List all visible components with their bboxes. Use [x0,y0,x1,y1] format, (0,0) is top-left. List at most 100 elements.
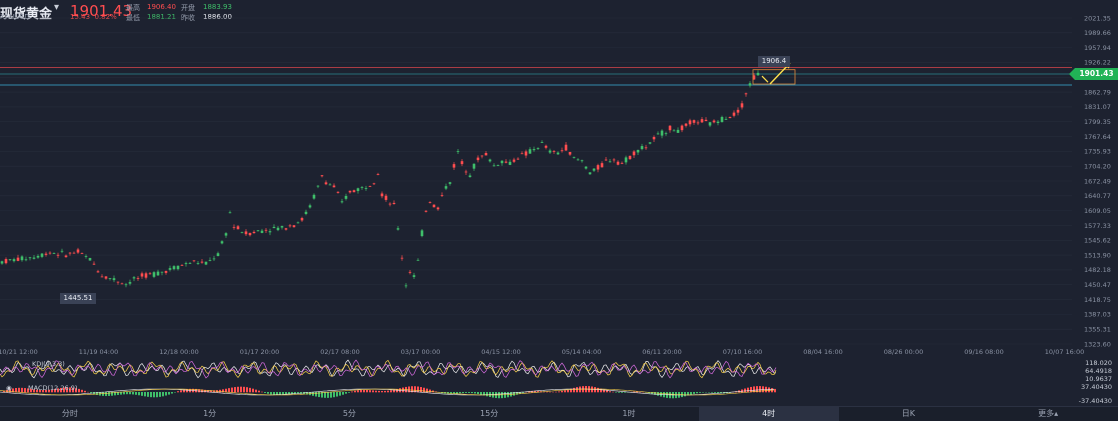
x-tick-label: 07/10 16:00 [723,348,763,356]
candle-body [441,195,444,196]
candle-body [553,151,556,152]
x-tick-label: 08/04 16:00 [803,348,843,356]
macd-value-2: -37.40430 [1079,397,1112,405]
macd-bar [360,390,362,392]
candle-body [249,233,252,235]
macd-bar [165,392,167,396]
candle-body [93,264,96,265]
candle-body [261,231,264,233]
tab-5min[interactable]: 5分 [280,407,420,421]
candle-body [237,226,240,229]
candle-body [489,160,492,162]
y-tick-label: 1926.22 [1084,59,1111,67]
candlestick-chart[interactable]: 2021.351989.661957.941926.221894.511862.… [0,0,1118,406]
tab-more[interactable]: 更多▴ [978,407,1118,421]
candle-body [313,195,316,199]
candle-body [545,146,548,148]
y-tick-label: 1767.64 [1084,133,1111,141]
candle-body [81,253,84,254]
candle-body [525,151,528,155]
macd-bar [186,389,188,392]
candle-body [337,192,340,193]
candle-body [57,255,60,256]
macd-bar [81,390,83,392]
tab-daily[interactable]: 日K [839,407,979,421]
candle-body [89,258,92,261]
macd-bar [699,392,701,393]
candle-body [165,271,168,273]
candle-body [321,175,324,176]
y-tick-label: 1735.93 [1084,148,1111,156]
macd-bar [480,392,482,395]
candle-body [213,258,216,259]
kdj-label[interactable]: KDJ(9,3,3) [32,360,65,368]
y-tick-label: 1989.66 [1084,29,1111,37]
candle-body [709,122,712,125]
candle-body [729,117,732,118]
candle-body [537,148,540,149]
candle-body [61,251,64,252]
candle-body [265,230,268,231]
candle-body [281,226,284,227]
macd-bar [327,392,329,398]
tab-4hour[interactable]: 4时 [699,407,839,421]
y-tick-label: 2021.35 [1084,14,1111,22]
candle-body [457,151,460,152]
candle-body [485,153,488,155]
candle-body [521,153,524,154]
candle-body [689,120,692,124]
macd-bar [273,392,275,395]
tab-1min[interactable]: 1分 [140,407,280,421]
x-tick-label: 01/17 20:00 [240,348,280,356]
candle-body [605,160,608,161]
y-tick-label: 1704.20 [1084,162,1111,170]
candle-body [305,212,308,214]
macd-bar [606,390,608,392]
macd-bar [657,392,659,396]
candle-body [277,228,280,230]
candle-body [609,161,612,162]
macd-bar [132,392,134,394]
macd-bar [768,387,770,392]
candle-body [105,276,108,278]
macd-bar [258,391,260,393]
tab-intraday[interactable]: 分时 [0,407,140,421]
macd-bar [240,387,242,393]
candle-body [409,272,412,273]
candle-body [565,145,568,151]
macd-bar [546,392,548,393]
macd-bar [168,392,170,395]
candle-body [9,259,12,260]
macd-bar [345,392,347,394]
candle-body [437,208,440,210]
candle-body [581,160,584,161]
y-tick-label: 1545.62 [1084,237,1111,245]
candle-body [617,162,620,165]
macd-label[interactable]: MACD(12,26,9) [28,384,77,392]
candle-body [677,130,680,133]
x-tick-label: 02/17 08:00 [320,348,360,356]
candle-body [101,277,104,278]
eye-icon[interactable]: ◉ [6,384,12,392]
candle-body [309,205,312,207]
macd-bar [228,388,230,392]
macd-bar [711,392,713,393]
macd-bar [78,389,80,392]
candle-body [145,273,148,277]
tab-15min[interactable]: 15分 [419,407,559,421]
macd-bar [621,392,623,393]
macd-bar [684,392,686,396]
candle-body [453,164,456,167]
candle-body [177,266,180,269]
candle-body [429,202,432,203]
candle-body [681,126,684,131]
candle-body [493,165,496,166]
macd-bar [696,392,698,393]
macd-bar [24,388,26,392]
candle-body [257,230,260,231]
macd-bar [348,392,350,393]
x-tick-label: 06/11 20:00 [642,348,682,356]
x-tick-label: 10/21 12:00 [0,348,38,356]
candle-body [77,249,80,252]
tab-1hour[interactable]: 1时 [559,407,699,421]
